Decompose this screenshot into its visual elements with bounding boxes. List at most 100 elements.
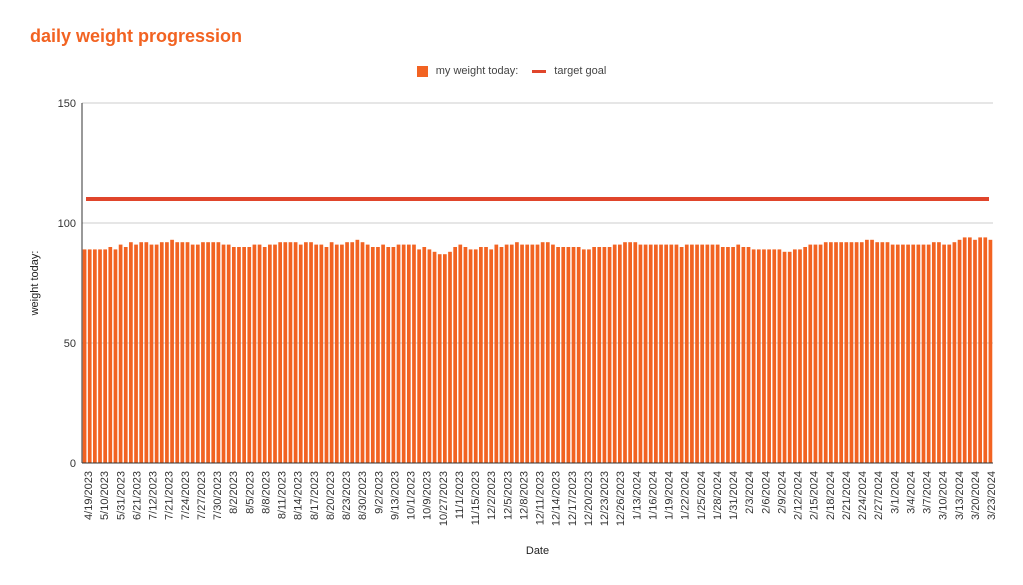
bar[interactable] [134,244,138,463]
bar[interactable] [257,244,262,463]
bar[interactable] [545,242,550,463]
bar[interactable] [643,244,648,463]
bar[interactable] [123,247,128,463]
bar[interactable] [957,239,962,463]
bar[interactable] [895,244,900,463]
bar[interactable] [787,251,792,463]
bar[interactable] [324,247,329,463]
bar[interactable] [690,244,694,463]
bar[interactable] [659,244,663,463]
bar[interactable] [98,249,102,463]
bar[interactable] [165,242,169,463]
bar[interactable] [916,244,921,463]
bar[interactable] [170,239,174,463]
bar[interactable] [715,244,720,463]
bar[interactable] [782,251,787,463]
bar[interactable] [952,242,957,463]
bar[interactable] [345,242,349,463]
bar[interactable] [710,244,715,463]
legend-item-target[interactable]: target goal [532,65,606,77]
bar[interactable] [695,244,699,463]
bar[interactable] [386,247,391,463]
bar[interactable] [736,244,741,463]
bar[interactable] [417,249,421,463]
bar[interactable] [978,237,982,463]
bar[interactable] [674,244,679,463]
bar[interactable] [926,244,931,463]
bar[interactable] [602,247,607,463]
bar[interactable] [278,242,283,463]
bar[interactable] [93,249,97,463]
bar[interactable] [154,244,159,463]
bar[interactable] [633,242,638,463]
bar[interactable] [870,239,874,463]
bar[interactable] [700,244,705,463]
bar[interactable] [283,242,288,463]
bar[interactable] [617,244,622,463]
bar[interactable] [237,247,241,463]
bar[interactable] [587,249,591,463]
bar[interactable] [623,242,627,463]
bar[interactable] [612,244,617,463]
bar[interactable] [576,247,581,463]
bar[interactable] [211,242,216,463]
bar[interactable] [206,242,210,463]
bar[interactable] [638,244,643,463]
bar[interactable] [551,244,555,463]
bar[interactable] [319,244,324,463]
bar[interactable] [798,249,802,463]
bar[interactable] [705,244,710,463]
bar[interactable] [962,237,967,463]
bar[interactable] [190,244,195,463]
bar[interactable] [746,247,751,463]
bar[interactable] [473,249,478,463]
bar[interactable] [468,249,473,463]
bar[interactable] [273,244,277,463]
bar[interactable] [458,244,463,463]
bar[interactable] [350,242,355,463]
bar[interactable] [561,247,566,463]
bar[interactable] [756,249,761,463]
bar[interactable] [988,239,993,463]
bar[interactable] [726,247,730,463]
bar[interactable] [288,242,293,463]
bar[interactable] [103,249,108,463]
bar[interactable] [854,242,859,463]
bar[interactable] [731,247,735,463]
bar[interactable] [108,247,113,463]
bar[interactable] [437,254,442,463]
bar[interactable] [942,244,946,463]
bar[interactable] [129,242,133,463]
bar[interactable] [180,242,185,463]
bar[interactable] [144,242,149,463]
bar[interactable] [139,242,144,463]
bar[interactable] [247,247,252,463]
bar[interactable] [360,242,365,463]
bar[interactable] [679,247,684,463]
bar[interactable] [82,249,87,463]
bar[interactable] [314,244,319,463]
bar[interactable] [118,244,123,463]
bar[interactable] [607,247,612,463]
bar[interactable] [540,242,545,463]
bar[interactable] [880,242,885,463]
bar[interactable] [571,247,576,463]
bar[interactable] [334,244,339,463]
bar[interactable] [391,247,396,463]
bar[interactable] [515,242,519,463]
bar[interactable] [973,239,977,463]
bar[interactable] [669,244,674,463]
bar[interactable] [432,251,437,463]
bar[interactable] [185,242,190,463]
bar[interactable] [777,249,782,463]
bar[interactable] [931,242,936,463]
bar[interactable] [448,251,452,463]
bar[interactable] [839,242,844,463]
bar[interactable] [535,244,540,463]
bar[interactable] [376,247,380,463]
bar[interactable] [427,249,432,463]
bar[interactable] [242,247,246,463]
bar[interactable] [159,242,164,463]
bar[interactable] [443,254,447,463]
bar[interactable] [911,244,916,463]
